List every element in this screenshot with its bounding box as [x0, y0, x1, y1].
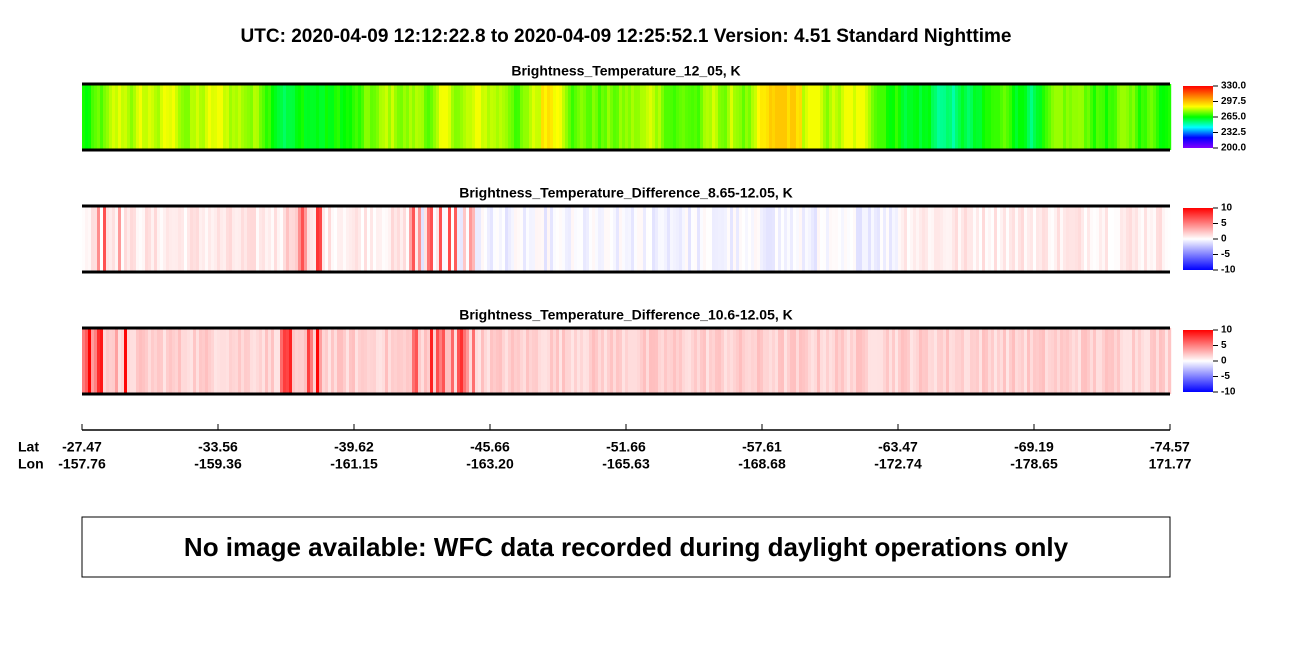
lat-label: -51.66 — [606, 439, 646, 455]
panel-image — [82, 206, 1172, 272]
lat-label: -63.47 — [878, 439, 918, 455]
colorbar-tick-label: -5 — [1221, 249, 1230, 260]
colorbar — [1183, 208, 1213, 270]
colorbar-tick-label: 232.5 — [1221, 127, 1246, 138]
colorbar-tick-label: -10 — [1221, 387, 1236, 398]
lat-label: -27.47 — [62, 439, 102, 455]
lon-label: -161.15 — [330, 456, 378, 472]
lon-label: -178.65 — [1010, 456, 1058, 472]
lon-label: -163.20 — [466, 456, 514, 472]
panel-title: Brightness_Temperature_12_05, K — [511, 63, 740, 79]
lon-label: -168.68 — [738, 456, 786, 472]
colorbar-tick-label: 330.0 — [1221, 81, 1246, 92]
panel-image — [82, 84, 1172, 150]
lon-label: -159.36 — [194, 456, 242, 472]
lat-label: -45.66 — [470, 439, 510, 455]
colorbar-tick-label: 5 — [1221, 218, 1227, 229]
title: UTC: 2020-04-09 12:12:22.8 to 2020-04-09… — [241, 26, 1012, 47]
colorbar-tick-label: 10 — [1221, 325, 1233, 336]
lat-label: -57.61 — [742, 439, 782, 455]
colorbar — [1183, 330, 1213, 392]
lon-label: -157.76 — [58, 456, 106, 472]
lon-label: 171.77 — [1149, 456, 1192, 472]
colorbar-tick-label: 5 — [1221, 340, 1227, 351]
row-label: Lat — [18, 439, 39, 455]
panel-title: Brightness_Temperature_Difference_8.65-1… — [459, 185, 793, 201]
lon-label: -165.63 — [602, 456, 650, 472]
lat-label: -33.56 — [198, 439, 238, 455]
lat-label: -74.57 — [1150, 439, 1190, 455]
colorbar-tick-label: -5 — [1221, 371, 1230, 382]
lat-label: -39.62 — [334, 439, 374, 455]
colorbar-tick-label: 297.5 — [1221, 96, 1246, 107]
colorbar — [1183, 86, 1213, 148]
panel-image — [82, 328, 1172, 394]
note: No image available: WFC data recorded du… — [184, 532, 1069, 562]
note-box — [81, 516, 1171, 578]
colorbar-tick-label: 10 — [1221, 203, 1233, 214]
panel-title: Brightness_Temperature_Difference_10.6-1… — [459, 307, 793, 323]
colorbar-tick-label: -10 — [1221, 265, 1236, 276]
colorbar-tick-label: 0 — [1221, 356, 1227, 367]
row-label: Lon — [18, 456, 44, 472]
lat-label: -69.19 — [1014, 439, 1054, 455]
colorbar-tick-label: 200.0 — [1221, 143, 1246, 154]
colorbar-tick-label: 0 — [1221, 234, 1227, 245]
lon-label: -172.74 — [874, 456, 922, 472]
colorbar-tick-label: 265.0 — [1221, 112, 1246, 123]
